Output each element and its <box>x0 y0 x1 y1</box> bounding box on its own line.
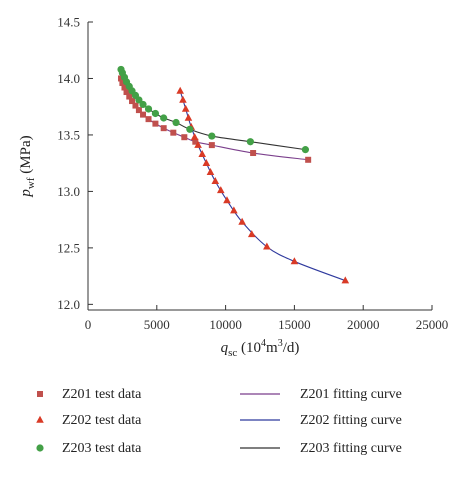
z202-data-point <box>290 257 299 265</box>
legend-label: Z202 fitting curve <box>300 413 402 428</box>
z202-data-point <box>263 242 271 250</box>
z202-data-point <box>216 186 225 194</box>
y-tick-label: 13.5 <box>57 127 80 142</box>
z202-data-point <box>176 86 184 94</box>
z201-data-point <box>135 107 142 114</box>
z201-data-point <box>119 79 126 86</box>
z201-data-point <box>132 102 139 109</box>
z203-data-point <box>144 105 153 113</box>
z201-data-point <box>170 129 177 136</box>
legend: Z201 test data Z202 test data Z203 test da… <box>36 387 402 456</box>
z203-data-point <box>186 125 194 133</box>
z202-fitting-curve-line <box>179 90 346 282</box>
y-tick-label: 12.5 <box>57 240 80 255</box>
z201-data-point <box>250 150 257 157</box>
z202-data-point <box>223 196 231 204</box>
z202-data-point <box>247 230 256 238</box>
z202-data-point <box>194 140 202 148</box>
z202-data-point <box>184 113 193 121</box>
y-axis-label: pwf (MPa) <box>18 135 37 197</box>
z203-data-point <box>160 114 168 122</box>
x-tick-label: 0 <box>85 317 92 332</box>
z203-data-point <box>246 138 254 146</box>
legend-label: Z201 fitting curve <box>300 387 402 402</box>
z201-data-point <box>208 142 215 149</box>
z202-data-point <box>181 104 190 112</box>
z202-data-point <box>341 276 350 284</box>
plot-area <box>117 65 350 284</box>
legend-marker-z203 <box>36 444 44 452</box>
z201-data-point <box>160 125 167 132</box>
z202-data-point <box>206 168 215 176</box>
legend-label: Z202 test data <box>62 413 142 428</box>
x-tick-label: 15000 <box>278 317 311 332</box>
axes: 0 5000 10000 15000 20000 25000 12.0 12.5 13.0 13.… <box>18 15 448 360</box>
z203-data-point <box>301 146 310 154</box>
z201-data-point <box>140 111 147 118</box>
y-tick-label: 14.0 <box>57 71 80 86</box>
z201-data-point <box>129 98 136 105</box>
z202-data-point <box>238 217 246 225</box>
z202-data-point <box>202 158 211 166</box>
z203-data-point <box>151 109 160 118</box>
y-tick-label: 14.5 <box>57 15 80 30</box>
z201-data-point <box>152 120 159 127</box>
x-axis-label: qsc (104m3/d) <box>221 338 300 359</box>
z203-data-point <box>139 100 147 109</box>
legend-label: Z203 fitting curve <box>300 441 402 456</box>
z201-data-point <box>123 89 130 96</box>
z201-data-point <box>305 156 312 163</box>
z202-data-point <box>211 177 220 185</box>
legend-marker-z201 <box>37 391 43 397</box>
z201-data-point <box>126 93 133 100</box>
legend-marker-z202 <box>36 415 44 423</box>
x-tick-label: 10000 <box>209 317 242 332</box>
y-tick-label: 13.0 <box>57 184 80 199</box>
z201-data-point <box>192 138 199 145</box>
z202-data-point <box>190 133 199 140</box>
z201-data-point <box>121 84 128 91</box>
x-tick-label: 5000 <box>144 317 170 332</box>
z203-data-point <box>172 118 180 127</box>
x-tick-label: 20000 <box>347 317 380 332</box>
legend-label: Z203 test data <box>62 441 142 456</box>
z201-data-point <box>181 134 188 141</box>
z201-data-point <box>145 116 152 123</box>
z201-data-point <box>118 75 125 82</box>
z202-data-point <box>198 149 207 157</box>
z202-data-point <box>179 95 187 103</box>
legend-label: Z201 test data <box>62 387 142 402</box>
z202-data-point <box>230 206 238 214</box>
z203-data-point <box>208 132 216 140</box>
x-tick-label: 25000 <box>416 317 449 332</box>
y-tick-label: 12.0 <box>57 297 80 312</box>
